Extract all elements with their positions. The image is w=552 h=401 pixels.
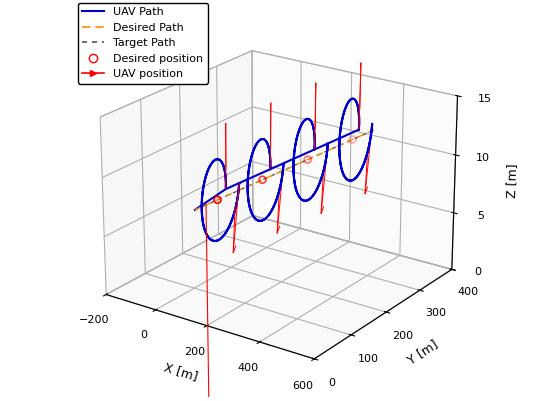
Legend: UAV Path, Desired Path, Target Path, Desired position, UAV position: UAV Path, Desired Path, Target Path, Des… bbox=[78, 2, 208, 84]
Y-axis label: Y [m]: Y [m] bbox=[405, 338, 440, 367]
X-axis label: X [m]: X [m] bbox=[162, 360, 199, 383]
